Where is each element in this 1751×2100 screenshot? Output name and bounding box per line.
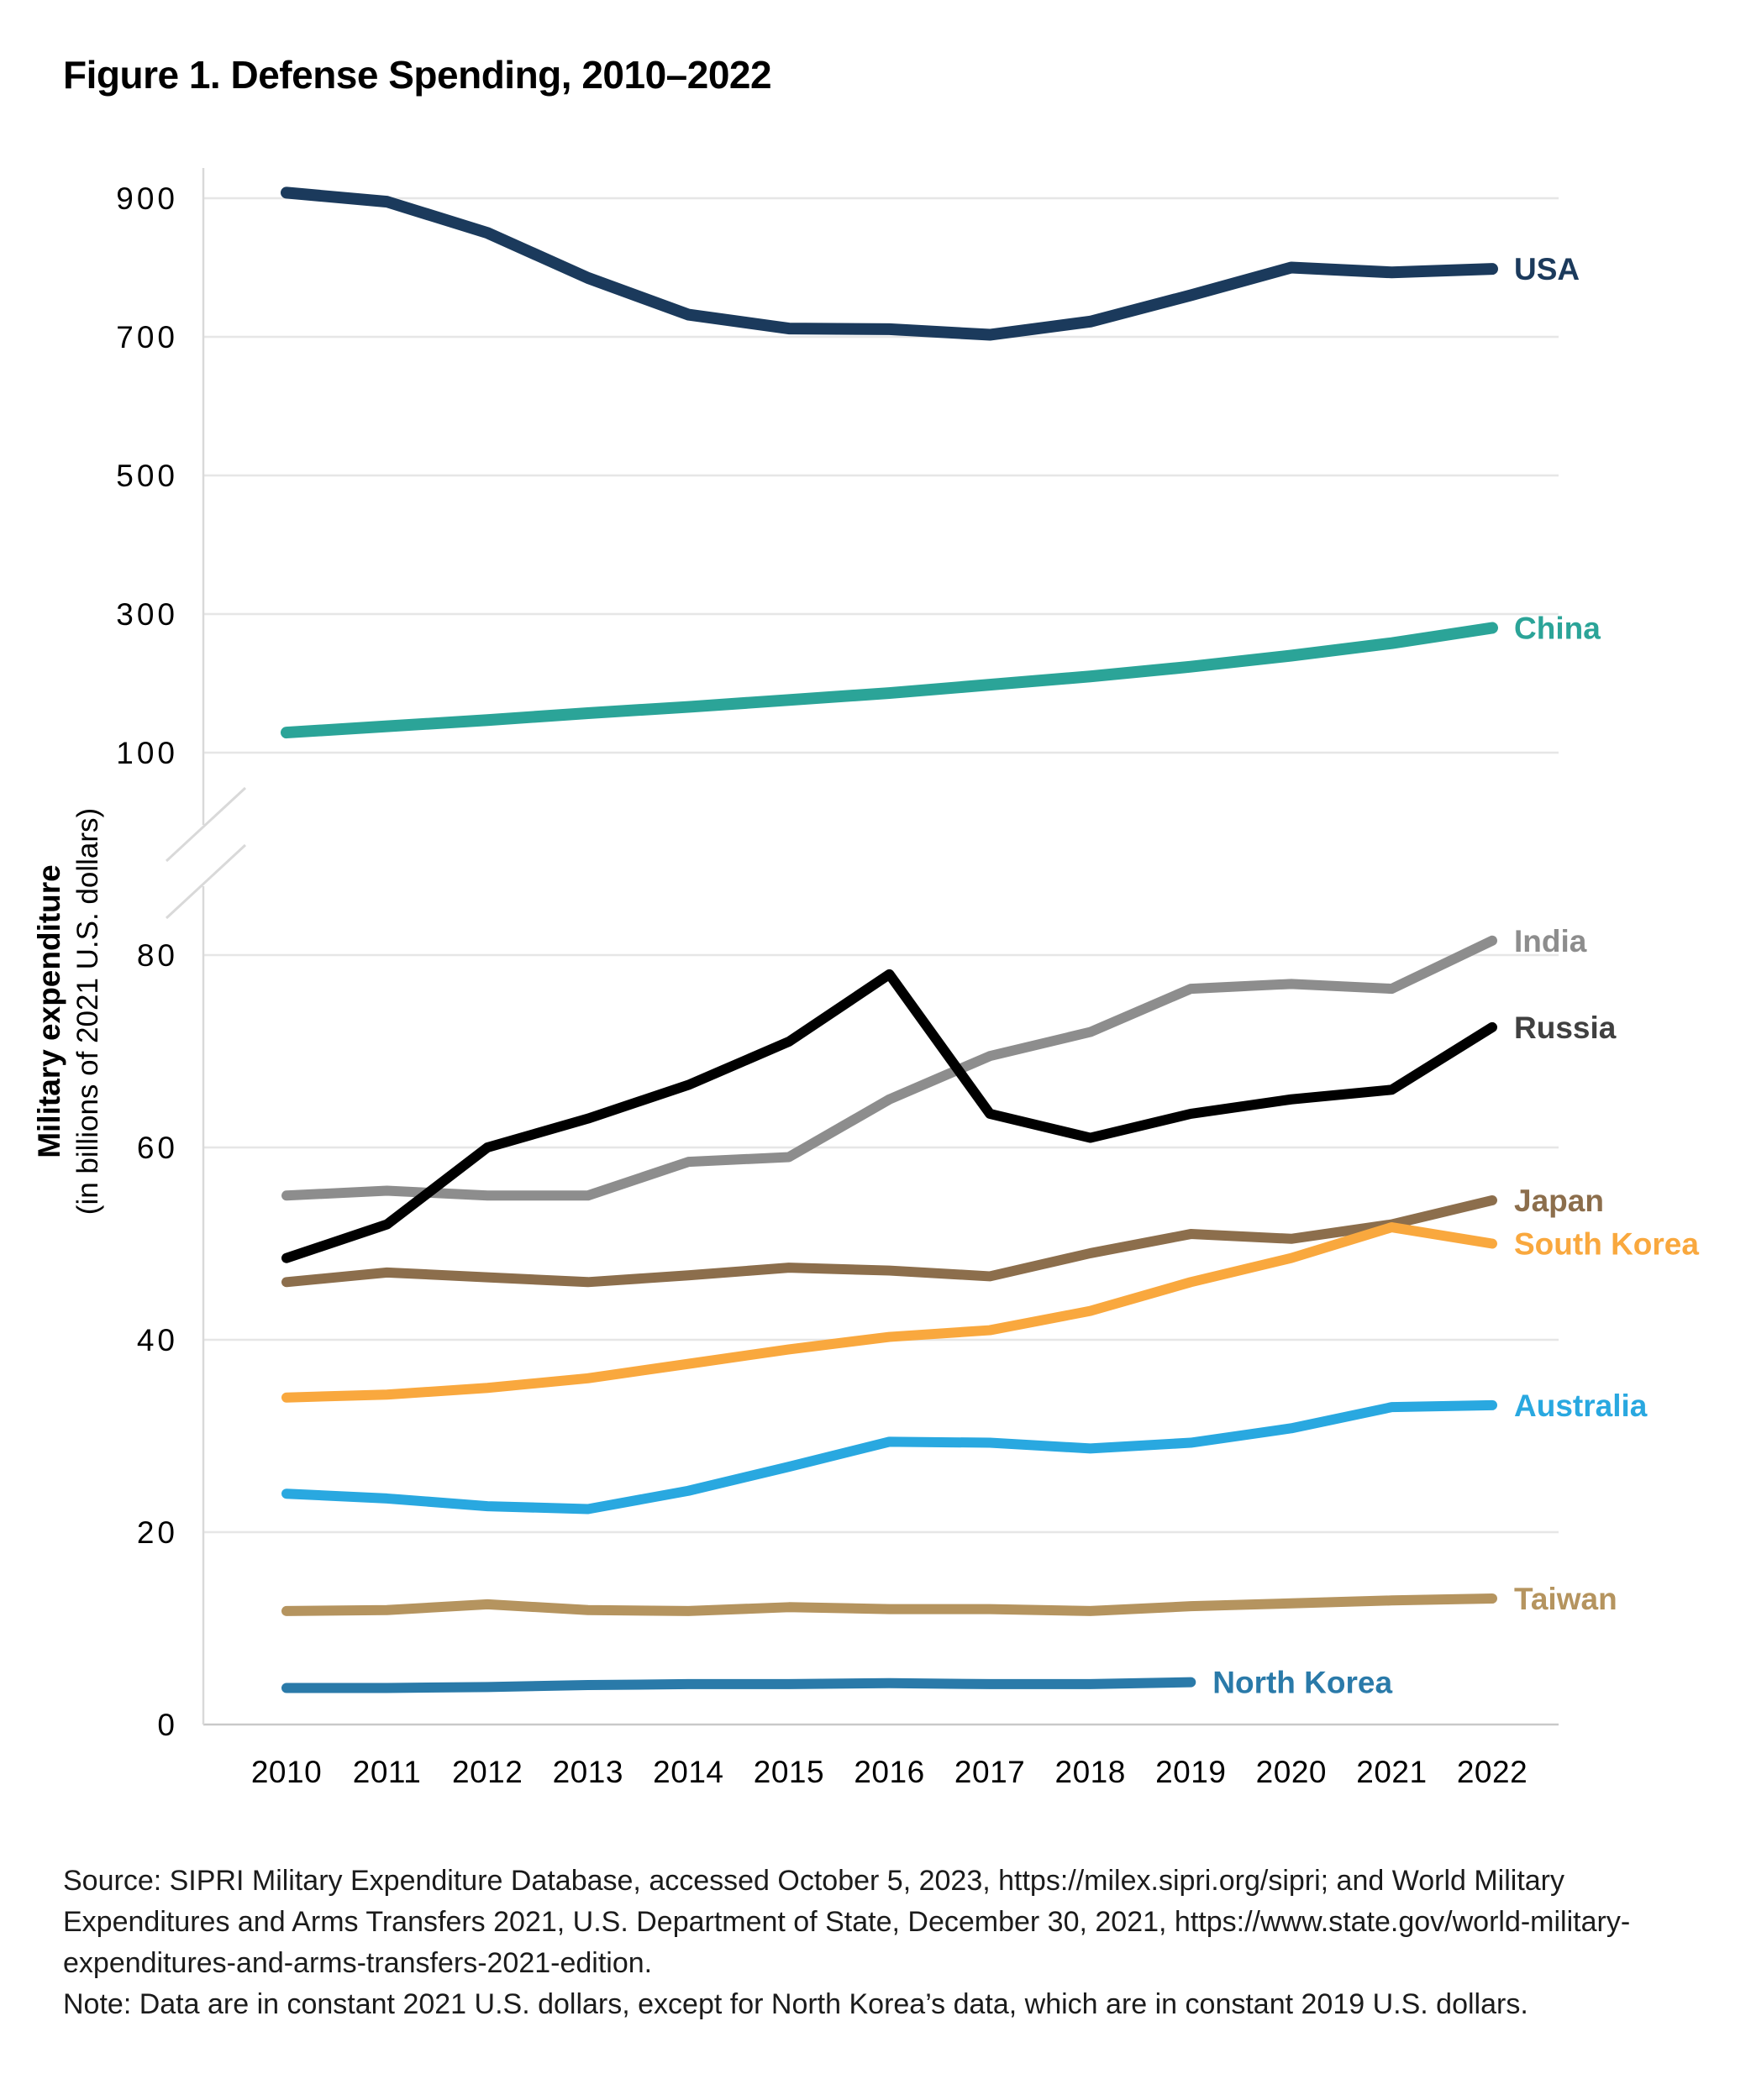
y-tick-label-900: 900 bbox=[116, 181, 178, 216]
x-tick-label-2015: 2015 bbox=[754, 1755, 824, 1789]
y-tick-label-60: 60 bbox=[137, 1131, 178, 1165]
y-tick-label-20: 20 bbox=[137, 1515, 178, 1550]
source-note-text: Source: SIPRI Military Expenditure Datab… bbox=[63, 1861, 1630, 2025]
series-label-taiwan: Taiwan bbox=[1514, 1582, 1617, 1616]
series-line-taiwan bbox=[281, 1593, 1497, 1616]
x-tick-label-2017: 2017 bbox=[954, 1755, 1025, 1789]
x-tick-label-2010: 2010 bbox=[251, 1755, 322, 1789]
series-line-usa bbox=[281, 186, 1498, 341]
series-line-australia bbox=[281, 1399, 1497, 1515]
series-line-russia bbox=[281, 969, 1497, 1263]
y-axis-title-main: Military expenditure bbox=[32, 864, 66, 1158]
series-line-india bbox=[281, 935, 1497, 1201]
source-line: Source: SIPRI Military Expenditure Datab… bbox=[63, 1865, 1565, 1897]
y-tick-label-40: 40 bbox=[137, 1323, 178, 1357]
axis-break-slash bbox=[165, 843, 247, 920]
y-tick-label-300: 300 bbox=[116, 597, 178, 632]
figure-title: Figure 1. Defense Spending, 2010–2022 bbox=[63, 53, 772, 97]
y-tick-label-0: 0 bbox=[157, 1708, 178, 1742]
series-label-south-korea: South Korea bbox=[1514, 1227, 1699, 1262]
x-tick-label-2020: 2020 bbox=[1256, 1755, 1327, 1789]
x-tick-label-2018: 2018 bbox=[1055, 1755, 1126, 1789]
series-line-south-korea bbox=[281, 1222, 1497, 1403]
series-label-usa: USA bbox=[1514, 252, 1580, 286]
y-tick-label-500: 500 bbox=[116, 459, 178, 493]
series-label-india: India bbox=[1514, 924, 1587, 958]
series-label-russia: Russia bbox=[1514, 1011, 1617, 1045]
x-tick-label-2012: 2012 bbox=[452, 1755, 523, 1789]
x-tick-label-2014: 2014 bbox=[653, 1755, 723, 1789]
y-tick-label-700: 700 bbox=[116, 320, 178, 354]
x-tick-label-2011: 2011 bbox=[353, 1755, 422, 1789]
series-label-north-korea: North Korea bbox=[1212, 1666, 1392, 1700]
note-line: Note: Data are in constant 2021 U.S. dol… bbox=[63, 1988, 1528, 2020]
axis-break-slash bbox=[165, 786, 247, 863]
series-label-china: China bbox=[1514, 612, 1601, 646]
y-axis-title: Military expenditure (in billions of 202… bbox=[30, 776, 108, 1247]
y-axis-title-sub: (in billions of 2021 U.S. dollars) bbox=[71, 807, 104, 1215]
series-line-north-korea bbox=[281, 1677, 1196, 1693]
x-tick-label-2016: 2016 bbox=[854, 1755, 924, 1789]
series-line-japan bbox=[281, 1194, 1497, 1288]
source-line: Expenditures and Arms Transfers 2021, U.… bbox=[63, 1906, 1631, 1938]
x-tick-label-2013: 2013 bbox=[553, 1755, 623, 1789]
source-line: expenditures-and-arms-transfers-2021-edi… bbox=[63, 1947, 653, 1979]
x-tick-label-2021: 2021 bbox=[1356, 1755, 1427, 1789]
series-label-japan: Japan bbox=[1514, 1184, 1604, 1218]
x-tick-label-2022: 2022 bbox=[1457, 1755, 1528, 1789]
series-line-china bbox=[281, 622, 1498, 739]
y-tick-label-80: 80 bbox=[137, 938, 178, 973]
x-tick-label-2019: 2019 bbox=[1155, 1755, 1226, 1789]
series-label-australia: Australia bbox=[1514, 1389, 1648, 1423]
y-tick-label-100: 100 bbox=[116, 736, 178, 770]
